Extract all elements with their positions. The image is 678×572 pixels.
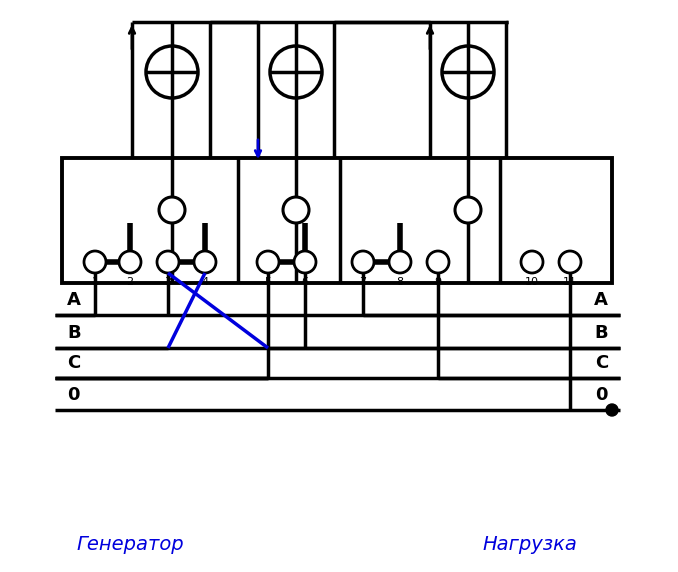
Text: 0: 0 [67, 386, 79, 404]
Text: 9: 9 [435, 277, 441, 287]
Text: B: B [595, 324, 608, 342]
Text: 11: 11 [563, 277, 577, 287]
Text: 10: 10 [525, 277, 539, 287]
Text: A: A [594, 291, 608, 309]
Circle shape [119, 251, 141, 273]
Circle shape [442, 46, 494, 98]
Circle shape [559, 251, 581, 273]
Text: C: C [595, 354, 608, 372]
Circle shape [157, 251, 179, 273]
Text: 4: 4 [201, 277, 209, 287]
Circle shape [294, 251, 316, 273]
Circle shape [606, 404, 618, 416]
Circle shape [427, 251, 449, 273]
Circle shape [146, 46, 198, 98]
Text: C: C [67, 354, 80, 372]
Circle shape [84, 251, 106, 273]
Bar [62, 158, 612, 283]
Text: Генератор: Генератор [76, 535, 184, 554]
Text: 1: 1 [92, 277, 98, 287]
Text: 0: 0 [595, 386, 608, 404]
Text: 3: 3 [165, 277, 172, 287]
Circle shape [194, 251, 216, 273]
Text: 5: 5 [264, 277, 271, 287]
Text: 6: 6 [302, 277, 308, 287]
Circle shape [389, 251, 411, 273]
Text: B: B [67, 324, 81, 342]
Text: A: A [67, 291, 81, 309]
Text: Нагрузка: Нагрузка [483, 535, 578, 554]
Circle shape [283, 197, 309, 223]
Text: 7: 7 [359, 277, 367, 287]
Circle shape [455, 197, 481, 223]
Circle shape [270, 46, 322, 98]
Circle shape [352, 251, 374, 273]
Circle shape [521, 251, 543, 273]
Circle shape [257, 251, 279, 273]
Text: 8: 8 [397, 277, 403, 287]
Text: 2: 2 [126, 277, 134, 287]
Circle shape [159, 197, 185, 223]
